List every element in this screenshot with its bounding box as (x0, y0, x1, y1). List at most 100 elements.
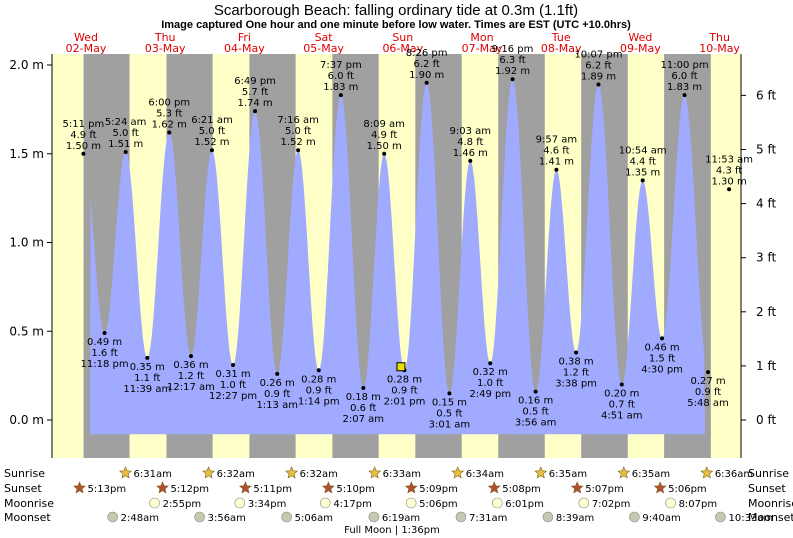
tide-time-label: 9:03 am (450, 126, 492, 137)
day-date: 02-May (66, 42, 107, 55)
row-label-right: Sunrise (748, 467, 789, 480)
tide-ft-label: 4.8 ft (457, 137, 483, 148)
tide-point (488, 361, 493, 366)
tide-ft-label: 4.9 ft (371, 130, 397, 141)
sunrise-star-icon (700, 466, 714, 479)
left-axis-tick-label: 0.0 m (9, 413, 44, 427)
tide-ft-label: 0.9 ft (391, 385, 417, 396)
tide-m-label: 0.16 m (518, 396, 553, 407)
tide-point (338, 93, 343, 98)
sunset-time: 5:07pm (585, 484, 624, 495)
tide-time-label: 6:00 pm (148, 97, 190, 108)
right-axis-tick-label: 2 ft (756, 305, 776, 319)
day-weekday: Wed (628, 31, 652, 44)
axes: 0.0 m 0.5 m 1.0 m 1.5 m 2.0 m 0 ft 1 ft 2 ft 3 f… (9, 54, 776, 458)
tide-ft-label: 0.6 ft (350, 403, 376, 414)
tide-time-label: 7:16 am (277, 115, 319, 126)
tide-ft-label: 1.0 ft (220, 380, 246, 391)
day-weekday: Wed (74, 31, 98, 44)
moonrise-icon (149, 497, 160, 509)
day-weekday: Sat (315, 31, 334, 44)
tide-ft-label: 5.0 ft (112, 128, 138, 139)
moonrise-icon (578, 497, 590, 509)
tide-time-label: 12:27 pm (209, 391, 257, 402)
left-axis-tick-label: 1.0 m (9, 236, 44, 250)
moonrise-icon (405, 497, 417, 509)
row-label-left: Moonset (4, 511, 51, 524)
tide-point (296, 148, 301, 153)
tide-point (447, 391, 452, 396)
right-axis-tick-label: 0 ft (756, 413, 776, 427)
current-tide-marker (396, 362, 406, 372)
moonrise-time: 4:17pm (333, 499, 372, 510)
tide-ft-label: 4.4 ft (630, 156, 656, 167)
sunset-star-icon (570, 481, 584, 494)
day-weekday: Sun (392, 31, 413, 44)
row-label-left: Sunrise (4, 467, 45, 480)
tide-ft-label: 4.9 ft (70, 130, 96, 141)
tide-point (123, 149, 128, 154)
tide-time-label: 1:14 pm (298, 396, 340, 407)
tide-m-label: 0.27 m (690, 376, 725, 387)
tide-point (682, 93, 687, 98)
sunrise-time: 6:34am (466, 469, 504, 480)
tide-time-label: 11:18 pm (81, 359, 129, 370)
tide-ft-label: 4.3 ft (716, 165, 742, 176)
sunset-star-icon (73, 481, 86, 494)
tide-point (275, 371, 280, 376)
tide-point (253, 109, 258, 114)
tide-point (554, 167, 559, 172)
sunset-time: 5:08pm (502, 484, 541, 495)
tide-m-label: 1.35 m (625, 167, 660, 178)
tide-time-label: 6:21 am (191, 115, 233, 126)
tide-time-label: 5:24 am (105, 117, 147, 128)
tide-ft-label: 5.0 ft (199, 126, 225, 137)
sunset-time: 5:12pm (170, 484, 209, 495)
tide-m-label: 0.36 m (173, 360, 208, 371)
tide-time-label: 5:11 pm (63, 119, 105, 130)
moonrise-time: 5:06pm (419, 499, 458, 510)
tide-m-label: 0.28 m (301, 374, 336, 385)
tide-m-label: 1.51 m (108, 139, 143, 150)
sunrise-time: 6:32am (300, 469, 338, 480)
right-axis-tick-label: 6 ft (756, 88, 776, 102)
chart-subtitle: Image captured One hour and one minute b… (161, 19, 631, 31)
tide-time-label: 6:49 pm (234, 76, 276, 87)
tide-m-label: 0.31 m (215, 369, 250, 380)
tide-point (424, 80, 429, 85)
chart-title: Scarborough Beach: falling ordinary tide… (214, 2, 578, 19)
tide-ft-label: 1.6 ft (91, 348, 117, 359)
tide-ft-label: 0.7 ft (609, 400, 635, 411)
tide-ft-label: 0.9 ft (695, 387, 721, 398)
tide-time-label: 5:48 am (687, 398, 729, 409)
sunrise-star-icon (617, 466, 631, 479)
moonset-icon (107, 511, 118, 523)
sunrise-time: 6:33am (383, 469, 421, 480)
tide-time-label: 4:51 am (601, 411, 643, 422)
sunset-time: 5:11pm (253, 484, 292, 495)
tide-m-label: 1.46 m (453, 148, 488, 159)
tide-ft-label: 4.6 ft (543, 146, 569, 157)
moonset-icon (368, 511, 380, 523)
moonrise-icon (234, 497, 246, 509)
sunrise-star-icon (202, 466, 216, 479)
tide-ft-label: 0.9 ft (264, 389, 290, 400)
tide-time-label: 8:09 am (363, 119, 405, 130)
moonrise-time: 2:55pm (163, 499, 202, 510)
day-date: 08-May (541, 42, 582, 55)
row-label-left: Sunset (4, 482, 42, 495)
tide-m-label: 0.18 m (346, 392, 381, 403)
sunrise-time: 6:35am (632, 469, 670, 480)
day-date: 05-May (303, 42, 344, 55)
tide-ft-label: 1.1 ft (134, 373, 160, 384)
moonset-icon (455, 511, 467, 523)
tide-ft-label: 6.0 ft (328, 71, 354, 82)
sunrise-time: 6:35am (549, 469, 587, 480)
row-label-right: Moonrise (748, 497, 793, 510)
day-date: 09-May (620, 42, 661, 55)
tide-m-label: 1.50 m (367, 141, 402, 152)
sunset-time: 5:06pm (668, 484, 707, 495)
sunrise-time: 6:36am (715, 469, 753, 480)
day-date: 07-May (462, 42, 503, 55)
